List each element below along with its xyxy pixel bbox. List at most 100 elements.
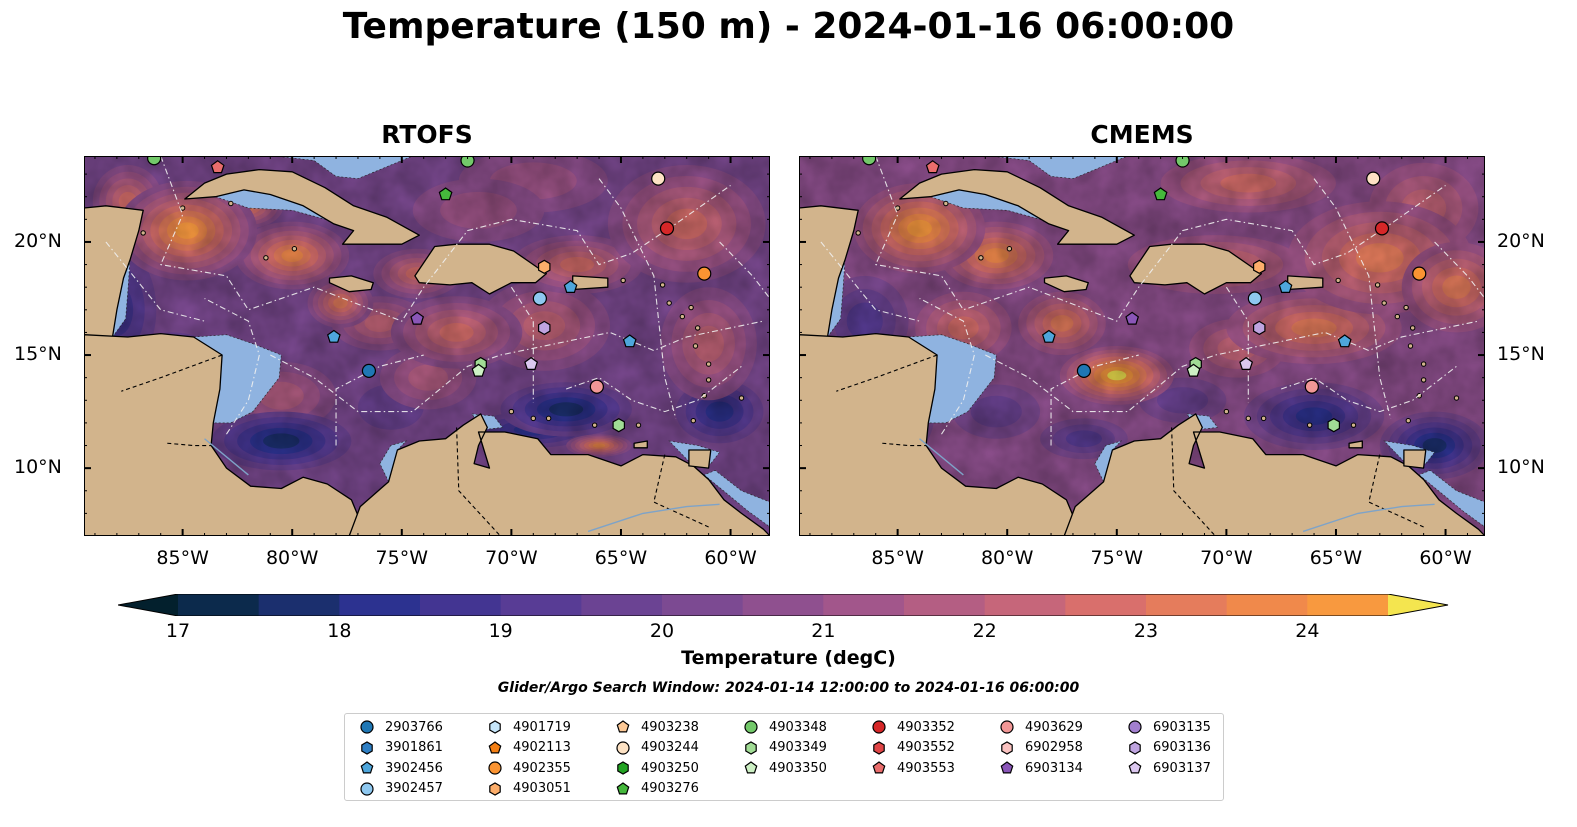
legend-marker bbox=[1128, 761, 1142, 774]
colorbar-bin bbox=[1146, 594, 1228, 616]
colorbar-bin bbox=[1307, 594, 1389, 616]
legend-marker bbox=[361, 741, 373, 755]
float-marker-6903136 bbox=[538, 320, 551, 336]
lon-label-cmems: 75°W bbox=[1090, 547, 1144, 569]
lat-label-left: 15°N bbox=[14, 343, 62, 366]
float-marker-3902456 bbox=[1041, 329, 1056, 343]
legend-marker bbox=[1000, 720, 1014, 734]
legend-item: 4903552 bbox=[869, 738, 955, 759]
legend-item: 4903276 bbox=[613, 779, 699, 800]
legend-label: 4903244 bbox=[641, 740, 699, 756]
legend-marker bbox=[360, 782, 374, 796]
float-marker-4903629 bbox=[1304, 379, 1319, 394]
legend-marker bbox=[616, 720, 630, 733]
colorbar-bin bbox=[742, 594, 824, 616]
legend-marker bbox=[744, 761, 758, 774]
land-cuba bbox=[184, 168, 420, 245]
colorbar-tick-label: 23 bbox=[1133, 620, 1159, 642]
legend-item: 6903137 bbox=[1125, 758, 1211, 779]
legend-label: 4903276 bbox=[641, 781, 699, 797]
legend-marker bbox=[872, 761, 886, 774]
colorbar-bin bbox=[662, 594, 744, 616]
colorbar-tick-label: 18 bbox=[327, 620, 352, 642]
land-jamaica bbox=[1043, 275, 1089, 293]
lon-label-cmems: 80°W bbox=[980, 547, 1034, 569]
float-marker-4903244 bbox=[1366, 171, 1381, 186]
float-marker-3902456 bbox=[563, 279, 578, 293]
pentagon-marker-icon bbox=[616, 720, 630, 733]
lon-label-cmems: 60°W bbox=[1419, 547, 1472, 569]
legend-item: 4903553 bbox=[869, 758, 955, 779]
land-puertorico bbox=[1287, 275, 1324, 291]
land-margarita bbox=[633, 440, 648, 449]
float-markers bbox=[862, 156, 1427, 433]
legend-marker bbox=[1001, 741, 1013, 755]
circle-marker-icon bbox=[360, 782, 374, 796]
float-markers bbox=[147, 156, 712, 433]
lon-label-rtofs: 80°W bbox=[265, 547, 319, 569]
legend-column: 4903348 4903349 4903350 bbox=[741, 717, 827, 779]
legend-item: 2903766 bbox=[357, 717, 443, 738]
lon-label-rtofs: 65°W bbox=[594, 547, 648, 569]
legend-label: 4903349 bbox=[769, 740, 827, 756]
land-trinidad bbox=[1403, 449, 1427, 469]
legend-marker bbox=[872, 720, 886, 734]
legend-column: 6903135 6903136 6903137 bbox=[1125, 717, 1211, 779]
legend-marker bbox=[616, 782, 630, 795]
legend-item: 3902457 bbox=[357, 779, 443, 800]
legend-label: 4903350 bbox=[769, 760, 827, 776]
legend-label: 4903051 bbox=[513, 781, 571, 797]
float-marker-4903244 bbox=[651, 171, 666, 186]
legend-label: 4903238 bbox=[641, 719, 699, 735]
float-marker-2903766 bbox=[1076, 363, 1092, 378]
pentagon-marker-icon bbox=[360, 761, 374, 774]
map-content bbox=[799, 156, 1485, 536]
pentagon-marker-icon bbox=[1000, 761, 1014, 774]
lat-label-left: 10°N bbox=[14, 456, 62, 479]
legend-item: 3901861 bbox=[357, 738, 443, 759]
land-hispaniola bbox=[1129, 243, 1263, 295]
colorbar-bin bbox=[339, 594, 421, 616]
circle-marker-icon bbox=[1128, 720, 1142, 734]
legend-label: 6902958 bbox=[1025, 740, 1083, 756]
legend-item: 4903051 bbox=[485, 779, 571, 800]
axis-ticks bbox=[84, 156, 770, 536]
float-marker-4902355 bbox=[1412, 266, 1427, 281]
legend-label: 4903250 bbox=[641, 760, 699, 776]
float-marker-4903276 bbox=[1153, 187, 1168, 201]
float-marker-4903276 bbox=[438, 187, 453, 201]
land-trinidad bbox=[688, 449, 712, 469]
legend-item: 4902113 bbox=[485, 738, 571, 759]
hexagon-marker-icon bbox=[873, 741, 885, 755]
legend-column: 4903352 4903552 4903553 bbox=[869, 717, 955, 779]
land-central bbox=[84, 156, 144, 536]
legend-label: 3902456 bbox=[385, 760, 443, 776]
land-cuba bbox=[899, 168, 1135, 245]
float-marker-4903349 bbox=[612, 418, 626, 433]
legend-label: 3902457 bbox=[385, 781, 443, 797]
float-marker-3902456 bbox=[326, 329, 341, 343]
lat-label-right: 10°N bbox=[1497, 456, 1545, 479]
float-marker-4903348 bbox=[460, 156, 475, 168]
legend-marker bbox=[745, 741, 757, 755]
float-marker-3902456 bbox=[1337, 334, 1352, 348]
search-window-text: Glider/Argo Search Window: 2024-01-14 12… bbox=[497, 680, 1080, 696]
pentagon-marker-icon bbox=[1128, 761, 1142, 774]
land-margarita bbox=[1348, 440, 1363, 449]
legend-marker bbox=[1128, 720, 1142, 734]
float-marker-4903553 bbox=[210, 160, 225, 174]
lat-label-left: 20°N bbox=[14, 229, 62, 252]
legend-marker bbox=[1000, 761, 1014, 774]
lon-label-cmems: 65°W bbox=[1309, 547, 1363, 569]
legend-marker bbox=[488, 761, 502, 775]
colorbar-tick-label: 17 bbox=[165, 620, 191, 642]
legend-item: 4902355 bbox=[485, 758, 571, 779]
hexagon-marker-icon bbox=[1001, 741, 1013, 755]
float-marker-6903136 bbox=[1253, 320, 1266, 336]
legend-label: 6903137 bbox=[1153, 760, 1211, 776]
colorbar-tick-label: 24 bbox=[1295, 620, 1320, 642]
land-jamaica bbox=[328, 275, 374, 293]
pentagon-marker-icon bbox=[616, 782, 630, 795]
colorbar-tick-label: 19 bbox=[488, 620, 513, 642]
legend-marker bbox=[489, 782, 501, 796]
